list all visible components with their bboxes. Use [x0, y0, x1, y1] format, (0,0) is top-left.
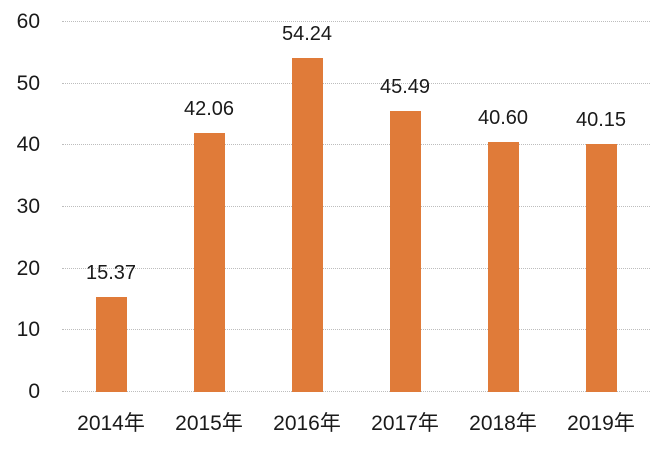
bar-2014年	[95, 297, 127, 392]
bar-2018年	[487, 141, 519, 392]
data-label: 42.06	[183, 97, 235, 120]
data-label: 15.37	[85, 262, 137, 285]
x-tick-label: 2016年	[273, 412, 341, 435]
gridline	[62, 21, 650, 22]
gridline	[62, 267, 650, 269]
x-tick-label: 2014年	[77, 412, 145, 435]
data-label: 45.49	[379, 76, 431, 99]
bar-2017年	[389, 111, 421, 392]
bar-2016年	[291, 57, 323, 392]
x-tick-label: 2019年	[567, 412, 635, 435]
x-tick-label: 2015年	[175, 412, 243, 435]
data-label: 40.60	[477, 106, 529, 129]
y-tick-label: 10	[16, 318, 40, 342]
gridline	[62, 391, 650, 392]
x-tick-label: 2018年	[469, 412, 537, 435]
y-tick-label: 30	[16, 195, 40, 218]
bar-2019年	[585, 144, 617, 392]
gridline	[62, 144, 650, 146]
gridline	[62, 82, 650, 84]
y-tick-label: 0	[28, 380, 40, 403]
y-tick-label: 50	[16, 71, 40, 95]
data-label: 40.15	[575, 109, 627, 132]
y-tick-label: 20	[16, 256, 40, 280]
bar-2015年	[193, 132, 225, 392]
y-tick-label: 40	[16, 133, 40, 157]
gridline	[62, 206, 650, 207]
y-tick-label: 60	[16, 10, 40, 33]
x-tick-label: 2017年	[371, 412, 439, 435]
data-label: 54.24	[281, 22, 333, 45]
gridline	[62, 329, 650, 331]
